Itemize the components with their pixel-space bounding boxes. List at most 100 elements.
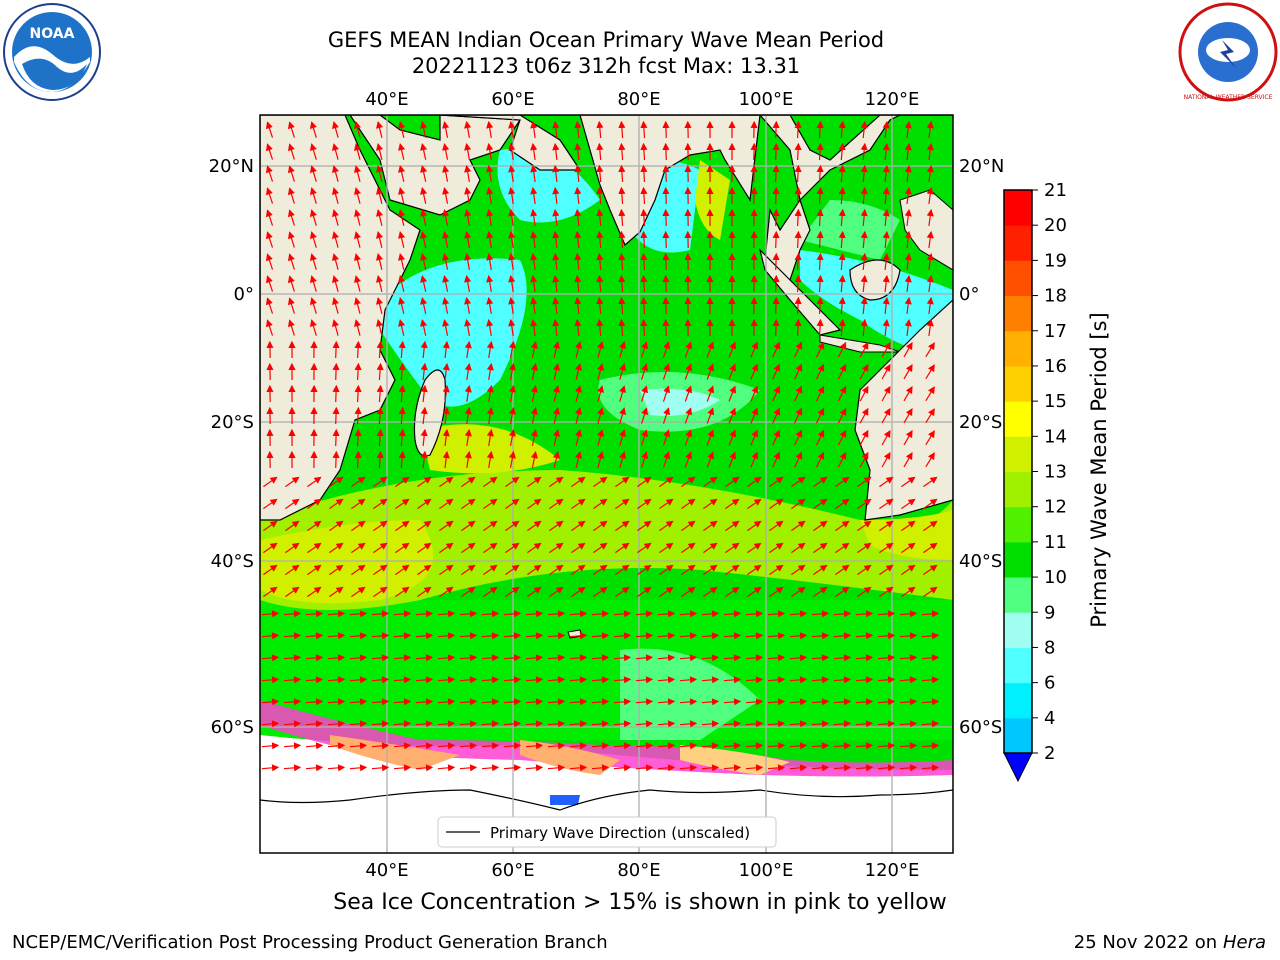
wave-arrow (349, 698, 368, 706)
lon-tick-top-120E: 120°E (865, 89, 920, 110)
wave-arrow (701, 654, 720, 662)
wave-arrow (464, 450, 472, 468)
wave-arrow (772, 407, 781, 424)
wave-arrow (789, 764, 808, 772)
wave-arrow (332, 209, 339, 226)
wave-arrow (637, 542, 652, 554)
wave-arrow (811, 742, 830, 750)
colorbar-tick-label: 2 (1044, 743, 1055, 764)
wave-arrow (835, 520, 850, 532)
wave-arrow (860, 186, 868, 205)
wave-arrow (327, 610, 346, 618)
wave-arrow (503, 742, 522, 750)
wave-arrow (838, 274, 846, 293)
wave-arrow (877, 720, 896, 728)
wave-arrow (464, 384, 472, 402)
wave-arrow (464, 208, 472, 227)
wave-arrow (772, 296, 780, 315)
wave-arrow (261, 742, 280, 750)
wave-arrow (701, 764, 720, 772)
wave-arrow (747, 498, 762, 510)
wave-arrow (591, 632, 610, 640)
wave-arrow (904, 274, 912, 292)
colorbar-segment (1004, 436, 1032, 472)
wave-arrow (725, 564, 740, 576)
colorbar (1003, 189, 1033, 783)
wave-arrow (420, 450, 428, 469)
wave-arrow (767, 742, 786, 750)
wave-arrow (349, 742, 368, 750)
legend-label: Primary Wave Direction (unscaled) (490, 824, 750, 842)
wave-arrow (745, 764, 764, 772)
wave-arrow (615, 564, 630, 576)
wave-arrow (305, 764, 324, 772)
wave-arrow (816, 186, 824, 205)
wave-arrow (574, 230, 582, 249)
wave-arrow (789, 720, 808, 728)
wave-arrow (417, 564, 432, 576)
wave-arrow (593, 520, 608, 532)
wave-arrow (833, 698, 852, 706)
wave-arrow (926, 274, 934, 292)
wave-arrow (354, 165, 361, 182)
wave-arrow (481, 610, 500, 618)
wave-arrow (750, 451, 759, 468)
wave-arrow (745, 610, 764, 618)
wave-arrow (789, 676, 808, 684)
colorbar-extend-triangle (1003, 752, 1033, 783)
wave-arrow (767, 698, 786, 706)
colorbar-tick-label: 13 (1044, 462, 1067, 483)
wave-arrow (283, 742, 302, 750)
wave-arrow (287, 143, 295, 160)
wave-arrow (525, 632, 544, 640)
wave-arrow (904, 230, 912, 248)
wave-arrow (703, 498, 718, 510)
wave-arrow (351, 520, 366, 532)
wave-arrow (508, 208, 516, 226)
wave-arrow (261, 764, 280, 772)
wave-arrow (921, 742, 940, 750)
wave-arrow (882, 186, 890, 204)
wave-arrow (371, 764, 390, 772)
wave-arrow (285, 542, 300, 554)
wave-arrow (569, 742, 588, 750)
wave-arrow (547, 632, 566, 640)
wave-arrow (769, 586, 784, 598)
wave-arrow (371, 720, 390, 728)
wave-arrow (285, 520, 300, 532)
wave-arrow (635, 742, 654, 750)
wave-arrow (349, 720, 368, 728)
wave-arrow (615, 498, 630, 510)
wave-arrow (925, 342, 935, 358)
wave-arrow (395, 564, 410, 576)
wave-arrow (882, 318, 890, 336)
wave-arrow (459, 720, 478, 728)
wave-arrow (376, 340, 384, 359)
wave-arrow (596, 186, 604, 205)
wave-arrow (552, 274, 560, 292)
wave-arrow (481, 764, 500, 772)
wave-arrow (420, 362, 428, 381)
wave-arrow (860, 274, 868, 293)
wave-arrow (481, 742, 500, 750)
wave-arrow (855, 764, 874, 772)
wave-arrow (574, 318, 582, 337)
wave-arrow (464, 362, 472, 380)
wave-arrow (657, 698, 676, 706)
wave-arrow (679, 676, 698, 684)
wave-arrow (393, 610, 412, 618)
wave-arrow (283, 720, 302, 728)
wave-arrow (816, 208, 824, 227)
wave-arrow (618, 164, 626, 183)
wave-arrow (552, 407, 560, 424)
wave-arrow (879, 476, 894, 488)
wave-arrow (420, 143, 428, 160)
wave-arrow (420, 231, 428, 248)
lon-tick-bottom-100E: 100°E (739, 860, 794, 881)
wave-arrow (794, 186, 802, 205)
wave-arrow (926, 120, 934, 138)
colorbar-tick-label: 17 (1044, 321, 1067, 342)
wave-arrow (640, 318, 648, 337)
wave-arrow (794, 274, 802, 293)
svg-text:NATIONAL WEATHER SERVICE: NATIONAL WEATHER SERVICE (1184, 94, 1273, 101)
